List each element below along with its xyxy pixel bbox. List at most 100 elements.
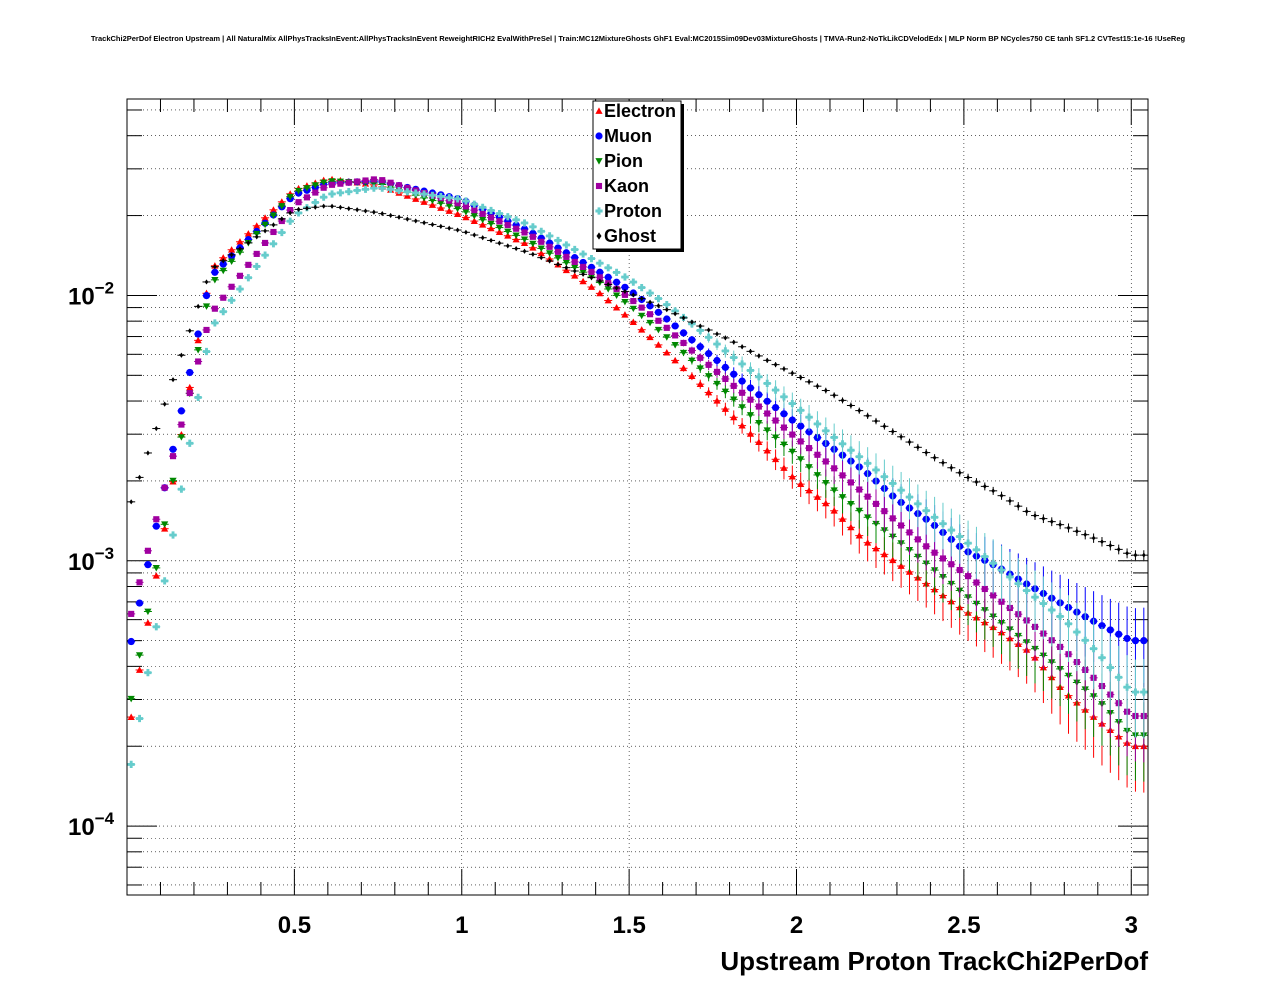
data-point-electron — [253, 222, 261, 229]
data-point-electron — [186, 383, 194, 391]
data-point-kaon — [588, 268, 595, 275]
data-point-kaon — [956, 566, 963, 574]
data-point-kaon — [328, 181, 336, 188]
series-layer — [127, 175, 1148, 793]
data-point-pion — [621, 298, 629, 306]
data-point-electron — [780, 464, 788, 471]
data-point-electron — [763, 447, 771, 454]
data-point-proton — [169, 531, 177, 539]
legend-marker-kaon — [595, 182, 603, 190]
data-point-ghost — [1041, 516, 1046, 522]
data-point-muon — [730, 370, 738, 378]
data-point-ghost — [941, 460, 945, 466]
data-point-ghost — [664, 307, 669, 313]
data-point-pion — [504, 228, 512, 236]
data-point-kaon — [563, 253, 570, 260]
data-point-ghost — [330, 203, 334, 209]
data-point-ghost — [1108, 542, 1113, 549]
data-point-proton — [1073, 628, 1081, 636]
data-point-muon — [797, 422, 805, 430]
data-point-pion — [855, 507, 863, 515]
data-point-kaon — [646, 311, 654, 318]
data-point-proton — [604, 264, 612, 272]
data-point-kaon — [128, 610, 135, 617]
data-point-electron — [479, 221, 487, 228]
data-point-ghost — [439, 223, 443, 229]
series-ghost — [127, 203, 1148, 561]
data-point-electron — [738, 422, 746, 429]
data-point-ghost — [1125, 550, 1129, 556]
data-point-kaon — [303, 194, 310, 201]
data-point-electron — [269, 206, 278, 213]
data-point-electron — [638, 326, 646, 333]
data-point-proton — [462, 197, 470, 205]
data-point-muon — [738, 377, 746, 385]
data-point-ghost — [388, 212, 393, 219]
data-point-electron — [428, 201, 437, 208]
data-point-electron — [889, 556, 897, 564]
data-point-kaon — [312, 189, 319, 196]
data-point-pion — [420, 195, 428, 202]
data-point-proton — [127, 760, 135, 768]
data-point-proton — [361, 185, 370, 193]
data-point-ghost — [623, 288, 627, 295]
data-point-ghost — [413, 218, 418, 224]
data-point-proton — [813, 420, 822, 428]
data-point-proton — [1081, 636, 1089, 644]
data-point-ghost — [949, 465, 954, 471]
data-point-pion — [228, 258, 236, 265]
data-point-kaon — [596, 274, 603, 281]
data-point-proton — [855, 453, 863, 461]
data-point-kaon — [161, 484, 168, 491]
data-point-pion — [177, 434, 185, 441]
data-point-electron — [855, 532, 863, 539]
data-point-muon — [805, 428, 813, 436]
data-point-kaon — [998, 598, 1005, 605]
data-point-ghost — [673, 311, 677, 317]
data-point-kaon — [747, 396, 754, 403]
data-point-electron — [621, 311, 629, 318]
data-point-muon — [679, 329, 688, 337]
data-point-pion — [512, 232, 520, 240]
data-point-ghost — [757, 353, 761, 359]
data-point-ghost — [363, 208, 368, 214]
data-point-ghost — [171, 377, 175, 383]
data-point-kaon — [981, 585, 988, 593]
data-point-proton — [805, 413, 813, 421]
data-point-muon — [1123, 634, 1131, 643]
data-point-kaon — [370, 176, 377, 183]
data-point-electron — [228, 246, 236, 253]
data-point-kaon — [789, 431, 796, 438]
legend-box — [592, 100, 682, 250]
data-point-muon — [211, 268, 219, 276]
data-point-pion — [546, 250, 554, 257]
data-point-muon — [671, 322, 679, 330]
data-point-ghost — [1083, 532, 1088, 538]
data-point-electron — [587, 283, 596, 290]
data-point-kaon — [454, 200, 461, 207]
data-point-kaon — [663, 324, 670, 331]
data-point-electron — [135, 666, 144, 673]
data-point-ghost — [731, 339, 736, 345]
data-point-proton — [269, 240, 278, 248]
data-point-pion — [211, 276, 219, 284]
data-point-ghost — [1066, 525, 1071, 531]
data-point-ghost — [924, 449, 929, 456]
data-point-pion — [629, 305, 637, 313]
data-point-proton — [1023, 586, 1031, 595]
data-point-pion — [537, 245, 545, 253]
legend-marker-electron — [595, 107, 603, 114]
data-point-ghost — [639, 295, 644, 302]
data-point-electron — [847, 523, 855, 531]
data-point-kaon — [387, 179, 394, 186]
data-point-pion — [771, 434, 780, 442]
data-point-electron — [194, 336, 202, 344]
data-point-kaon — [965, 573, 972, 580]
data-point-proton — [788, 399, 796, 408]
y-tick-label: 10−3 — [68, 544, 114, 576]
x-tick-label: 3 — [1125, 912, 1138, 939]
data-point-electron — [445, 207, 453, 214]
data-point-kaon — [253, 250, 260, 257]
data-point-kaon — [538, 238, 545, 245]
data-point-pion — [286, 193, 294, 201]
